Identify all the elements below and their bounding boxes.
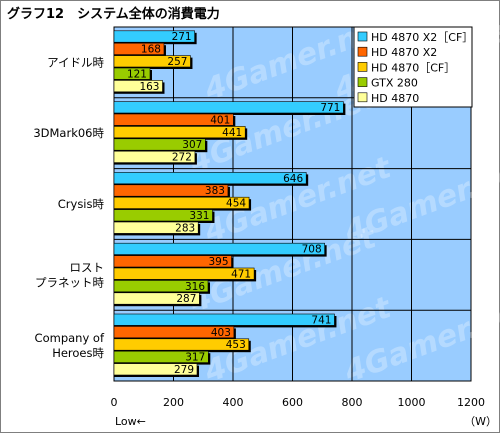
bar-value-label: 287 <box>176 293 196 305</box>
category-label: アイドル時 <box>47 55 104 69</box>
bar-value-label: 317 <box>185 352 205 364</box>
legend-label: HD 4870 <box>371 92 419 105</box>
bar <box>113 184 229 197</box>
bar-value-label: 257 <box>167 56 187 68</box>
legend-swatch <box>357 46 368 57</box>
category-label: Crysis時 <box>58 197 105 211</box>
bar-value-label: 471 <box>231 268 251 280</box>
legend-label: GTX 280 <box>371 77 418 90</box>
bar <box>113 150 196 163</box>
chart-title: グラフ12 システム全体の消費電力 <box>7 6 220 22</box>
bar-value-label: 708 <box>302 244 322 256</box>
bar-value-label: 279 <box>174 364 194 376</box>
bar-value-label: 395 <box>208 256 228 268</box>
bar <box>113 80 163 93</box>
x-tick-label: 600 <box>282 396 303 409</box>
legend: HD 4870 X2［CF］ HD 4870 X2 HD 4870［CF］ GTX 2… <box>353 26 473 108</box>
category-label: Heroes時 <box>52 346 104 360</box>
category-label: 3DMark06時 <box>33 126 104 140</box>
category-label: ロスト <box>70 260 105 274</box>
legend-swatch <box>357 92 368 103</box>
bar <box>113 267 255 280</box>
x-tick-labels: 0 200 400 600 800 1000 1200 <box>111 396 486 409</box>
bar <box>113 292 200 305</box>
bar <box>113 113 234 126</box>
category-label: プラネット時 <box>35 275 104 289</box>
bar-value-label: 168 <box>141 44 161 56</box>
legend-swatch <box>357 62 368 72</box>
bar-value-label: 331 <box>189 210 209 222</box>
bar-value-label: 401 <box>210 114 230 126</box>
x-tick-label: 800 <box>342 396 363 409</box>
bar <box>113 126 246 139</box>
bar <box>113 42 165 55</box>
bar-value-label: 403 <box>211 327 231 339</box>
bar <box>113 255 232 268</box>
bar-value-label: 283 <box>175 222 195 234</box>
bar <box>113 196 250 209</box>
bar-value-label: 441 <box>222 127 242 139</box>
bar <box>113 338 250 351</box>
bar <box>113 101 344 114</box>
bar <box>113 209 213 222</box>
bar-value-label: 316 <box>185 281 205 293</box>
bar <box>113 363 198 376</box>
x-tick-label: 1000 <box>398 396 426 409</box>
x-tick-label: 400 <box>223 396 244 409</box>
bar-value-label: 741 <box>311 314 331 326</box>
bar-value-label: 271 <box>172 31 192 43</box>
bar <box>113 326 235 339</box>
x-tick-label: 0 <box>111 396 118 409</box>
bar <box>113 242 325 255</box>
bar <box>113 172 307 185</box>
x-tick-label: 1200 <box>457 396 485 409</box>
x-axis-unit-label: （W） <box>464 415 497 428</box>
bar <box>113 67 151 80</box>
bar-value-label: 453 <box>226 339 246 351</box>
bar <box>113 30 195 43</box>
bar-value-label: 272 <box>172 152 192 164</box>
bar-value-label: 383 <box>205 185 225 197</box>
bar <box>113 138 206 151</box>
bar-value-label: 163 <box>139 81 159 93</box>
category-label: Company of <box>35 331 105 345</box>
bar-value-label: 771 <box>320 102 340 114</box>
legend-swatch <box>357 31 368 42</box>
bar <box>113 350 209 363</box>
x-tick-label: 200 <box>163 396 184 409</box>
bar-value-label: 121 <box>127 68 147 80</box>
bar <box>113 280 209 293</box>
legend-label: HD 4870 X2 <box>371 46 437 59</box>
bar-value-label: 646 <box>283 173 303 185</box>
legend-label: HD 4870 X2［CF］ <box>371 31 473 44</box>
bar-value-label: 454 <box>226 198 246 210</box>
bar <box>113 221 199 234</box>
legend-label: HD 4870［CF］ <box>371 61 455 74</box>
bar <box>113 313 335 326</box>
legend-swatch <box>357 77 368 87</box>
bar-value-label: 307 <box>182 139 202 151</box>
bar <box>113 55 191 68</box>
legend-box <box>353 26 473 108</box>
x-axis-low-label: Low← <box>115 415 146 428</box>
